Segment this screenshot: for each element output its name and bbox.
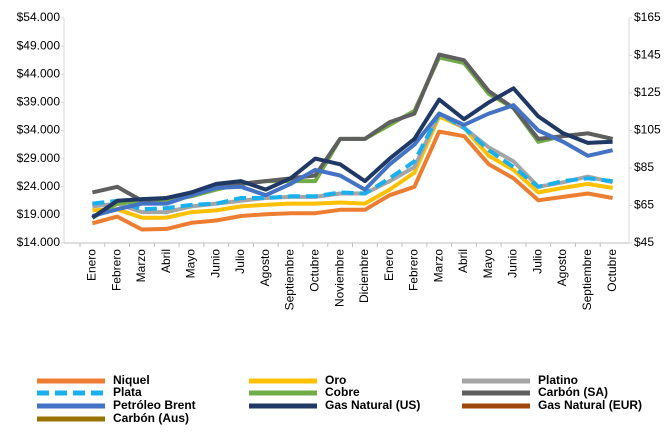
legend-label: Platino [538, 373, 578, 387]
series-line [91, 103, 614, 218]
x-tick-label: Julio [233, 249, 247, 274]
x-tick-label: Agosto [555, 249, 569, 287]
y-tick-label: $14.000 [17, 235, 61, 249]
y-tick-label: $24.000 [17, 179, 61, 193]
y-tick-label: $54.000 [17, 10, 61, 24]
x-tick-label: Abril [159, 249, 173, 273]
y-tick-label: $49.000 [17, 38, 61, 52]
x-tick-label: Octubre [308, 249, 322, 292]
x-tick-label: Enero [382, 249, 396, 281]
x-tick-label: Septiembre [580, 249, 594, 311]
x-tick-label: Diciembre [357, 249, 371, 303]
y2-tick-label: $85 [634, 160, 654, 174]
x-tick-label: Septiembre [283, 249, 297, 311]
x-tick-label: Noviembre [332, 249, 346, 307]
x-tick-label: Febrero [109, 249, 123, 291]
y-tick-label: $29.000 [17, 151, 61, 165]
legend-label: Carbón (SA) [538, 385, 608, 399]
y-tick-label: $39.000 [17, 95, 61, 109]
x-tick-label: Marzo [431, 249, 445, 283]
legend-label: Cobre [325, 385, 360, 399]
x-tick-label: Julio [530, 249, 544, 274]
legend-label: Petróleo Brent [113, 398, 196, 412]
x-tick-label: Agosto [258, 249, 272, 287]
x-tick-label: Octubre [605, 249, 619, 292]
x-tick-label: Marzo [134, 249, 148, 283]
series-line [92, 114, 613, 220]
y2-tick-label: $45 [634, 235, 654, 249]
y2-tick-label: $105 [634, 123, 661, 137]
legend-label: Gas Natural (EUR) [538, 398, 642, 412]
legend-label: Gas Natural (US) [325, 398, 420, 412]
x-tick-label: Abril [456, 249, 470, 273]
series-line [92, 111, 613, 212]
y2-tick-label: $165 [634, 10, 661, 24]
y2-tick-label: $125 [634, 85, 661, 99]
y-tick-label: $34.000 [17, 123, 61, 137]
x-tick-label: Junio [208, 249, 222, 278]
x-tick-label: Enero [85, 249, 99, 281]
legend-label: Oro [325, 373, 346, 387]
y-tick-label: $19.000 [17, 207, 61, 221]
series-line [91, 86, 613, 220]
series-line [91, 129, 613, 232]
y2-tick-label: $145 [634, 48, 661, 62]
legend-label: Plata [113, 385, 142, 399]
legend-label: Niquel [113, 373, 150, 387]
x-tick-label: Mayo [184, 249, 198, 279]
y-tick-label: $44.000 [17, 66, 61, 80]
y2-tick-label: $65 [634, 198, 654, 212]
x-tick-label: Febrero [407, 249, 421, 291]
legend-label: Carbón (Aus) [113, 411, 189, 425]
x-tick-label: Mayo [481, 249, 495, 279]
x-tick-label: Junio [506, 249, 520, 278]
